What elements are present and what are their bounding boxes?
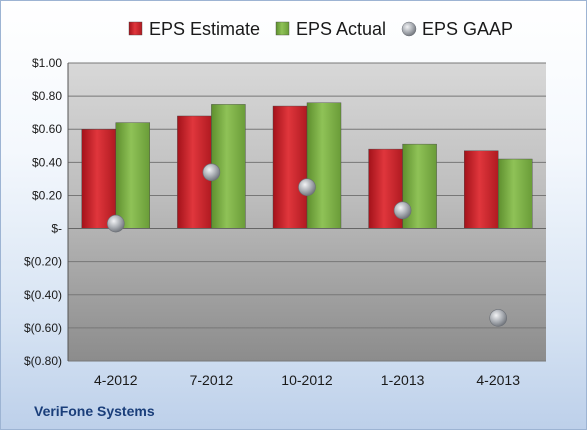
eps-actual-bar (306, 102, 342, 229)
y-tick-label: $(0.20) (24, 255, 62, 269)
y-tick-label: $0.20 (32, 188, 62, 202)
y-tick-label: $1.00 (32, 56, 62, 70)
eps-actual-legend-label: EPS Actual (296, 19, 386, 39)
eps-estimate-legend-swatch (128, 21, 143, 36)
y-tick-label: $(0.80) (24, 354, 62, 368)
eps-actual-bar (115, 122, 151, 229)
eps-gaap-point (298, 178, 316, 196)
eps-gaap-point (107, 214, 125, 233)
x-category-label: 10-2012 (281, 372, 333, 388)
y-tick-label: $- (51, 222, 62, 236)
y-tick-label: $(0.40) (24, 288, 62, 302)
eps-gaap-legend-swatch (401, 21, 417, 37)
eps-estimate-bar (81, 129, 117, 229)
y-tick-label: $0.60 (32, 122, 62, 136)
company-name: VeriFone Systems (34, 403, 155, 419)
eps-gaap-point (393, 201, 412, 220)
eps-estimate-legend-label: EPS Estimate (149, 19, 260, 39)
x-category-label: 4-2012 (94, 372, 138, 388)
eps-gaap-point (202, 163, 221, 182)
x-category-label: 4-2013 (476, 372, 520, 388)
eps-actual-legend-swatch (275, 21, 290, 36)
eps-estimate-bar (272, 105, 308, 229)
x-category-label: 1-2013 (381, 372, 425, 388)
x-category-label: 7-2012 (190, 372, 234, 388)
eps-actual-bar (402, 143, 437, 229)
y-tick-label: $0.80 (32, 89, 62, 103)
eps-gaap-point (489, 309, 508, 327)
eps-gaap-legend-label: EPS GAAP (422, 19, 513, 39)
y-tick-label: $(0.60) (24, 321, 62, 335)
eps-estimate-bar (464, 150, 499, 229)
y-tick-label: $0.40 (32, 155, 62, 169)
eps-actual-bar (498, 158, 533, 229)
